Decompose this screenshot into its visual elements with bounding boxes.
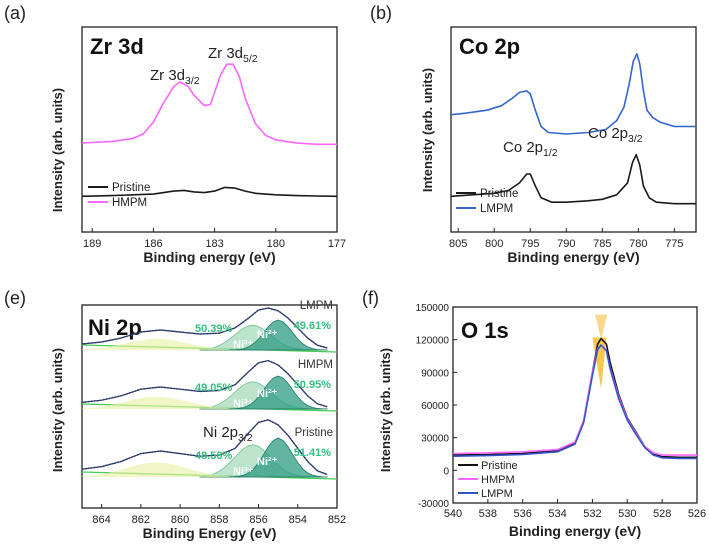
panel-f-xtick-label: 540 [444,508,462,520]
panel-e-group-label: LMPM [300,300,333,312]
panel-label-e: (e) [4,288,26,308]
panel-f-xtick-label: 532 [583,508,601,520]
panel-e-fit-satellite [82,338,230,350]
panel-label-a: (a) [4,3,26,23]
panel-a-xtick-label: 189 [83,238,101,250]
panel-f-xtick-label: 528 [653,508,671,520]
panel-e-percent-right: 51.41% [294,447,332,459]
panel-e-xtick-label: 854 [289,514,307,526]
panel-f-ytick-label: 30000 [421,434,449,445]
panel-b-xtick-label: 780 [629,238,647,250]
panel-e-xtick-label: 862 [132,514,150,526]
panel-a-title: Zr 3d [90,34,144,59]
panel-f-ytick-label: 60000 [421,401,449,412]
panel-b-legend-label: Pristine [480,188,518,200]
panel-label-b: (b) [370,3,392,23]
panel-f-ytick-label: 0 [443,466,449,477]
panel-e-percent-right: 49.61% [294,320,332,332]
panel-b-xtick-label: 805 [449,238,467,250]
panel-e-annotation: Ni 2p3/2 [203,424,253,444]
panel-f-series-hmpm [452,344,697,456]
panel-e-percent-right: 50.95% [294,379,332,391]
panel-b-annotation-1-2: Co 2p1/2 [503,139,558,159]
panel-a-xtick-label: 177 [328,238,346,250]
panel-e-fit-satellite [82,396,230,409]
panel-b-series-lmpm [450,52,696,135]
panel-e-xtick-label: 852 [328,514,346,526]
panel-f-highlight-top [595,314,608,340]
panel-a-legend-label: HMPM [112,197,147,209]
panel-b-xtick-label: 800 [485,238,503,250]
panel-e-fit-satellite [82,462,230,477]
panel-e-group-label: HMPM [298,359,333,371]
panel-f-xtick-label: 536 [514,508,532,520]
panel-a-series-pristine [81,186,338,198]
panel-e-ylabel: Intensity (arb. units) [50,348,65,472]
panel-e-peak-ni2: Ni²⁺ [257,329,278,341]
panel-a-xlabel: Binding energy (eV) [143,249,275,265]
panel-e-peak-ni3: Ni³⁺ [233,398,254,410]
panel-a-ylabel: Intensity (arb. units) [50,88,65,212]
panel-e-peak-ni2: Ni²⁺ [257,456,278,468]
panel-e-title: Ni 2p [88,315,142,340]
panel-e-peak-ni3: Ni³⁺ [233,339,254,351]
panel-e-frame [81,304,338,509]
panel-b-xtick-label: 785 [593,238,611,250]
panel-b-annotation-3-2: Co 2p3/2 [588,125,643,145]
panel-e-envelope [81,307,328,349]
panel-f-legend-label: LMPM [481,488,513,500]
panel-e-xtick-label: 858 [210,514,228,526]
panel-a-series-hmpm [81,63,337,146]
panel-a-legend-label: Pristine [112,182,150,194]
panel-b-xtick-label: 775 [665,238,683,250]
panel-e-peak-ni3: Ni³⁺ [233,466,254,478]
panel-f-xtick-label: 530 [618,508,636,520]
panel-b-legend-label: LMPM [480,203,513,215]
panel-e-xtick-label: 860 [171,514,189,526]
panel-f-legend-label: Pristine [481,460,518,472]
panel-a-frame [81,26,338,233]
panel-f-ylabel: Intensity (arb. units) [378,348,393,472]
panel-f-series-pristine [452,337,697,459]
panel-f-ytick-label: 120000 [416,336,450,347]
panel-f-xtick-label: 538 [479,508,497,520]
panel-e-percent-left: 48.56% [195,450,233,462]
panel-e-xtick-label: 864 [92,514,110,526]
panel-b-frame [450,26,697,233]
panel-f-ytick-label: 90000 [421,368,449,379]
panel-b-title: Co 2p [459,34,520,59]
panel-e-percent-left: 50.39% [195,323,233,335]
panel-f-title: O 1s [461,318,509,343]
panel-a-xtick-label: 186 [144,238,162,250]
panel-e-xtick-label: 856 [249,514,267,526]
panel-f-ytick-label: -30000 [418,499,450,510]
panel-b-xlabel: Binding energy (eV) [507,249,639,265]
panel-b-series-pristine [450,153,696,205]
panel-e-group-label: Pristine [295,427,333,439]
panel-label-f: (f) [362,288,379,308]
panel-f-xlabel: Binding energy (eV) [509,523,641,539]
panel-a-xtick-label: 183 [205,238,223,250]
panel-e-xlabel: Binding Energy (eV) [143,525,277,541]
panel-e-envelope [81,359,328,408]
panel-b-xtick-label: 790 [557,238,575,250]
panel-f-legend-label: HMPM [481,474,515,486]
panel-a-annotation-5-2: Zr 3d5/2 [208,45,258,65]
panel-b-ylabel: Intensity (arb. units) [420,68,435,192]
panel-e-envelope [81,419,328,475]
panel-f-xtick-label: 526 [688,508,706,520]
panel-f-ytick-label: 150000 [416,303,450,314]
panel-f-xtick-label: 534 [548,508,566,520]
panel-b-xtick-label: 795 [521,238,539,250]
panel-e-percent-left: 49.05% [195,382,233,394]
panel-a-annotation-3-2: Zr 3d3/2 [150,67,200,87]
panel-f-series-lmpm [452,344,697,460]
panel-e-peak-ni2: Ni²⁺ [257,388,278,400]
panel-a-xtick-label: 180 [267,238,285,250]
